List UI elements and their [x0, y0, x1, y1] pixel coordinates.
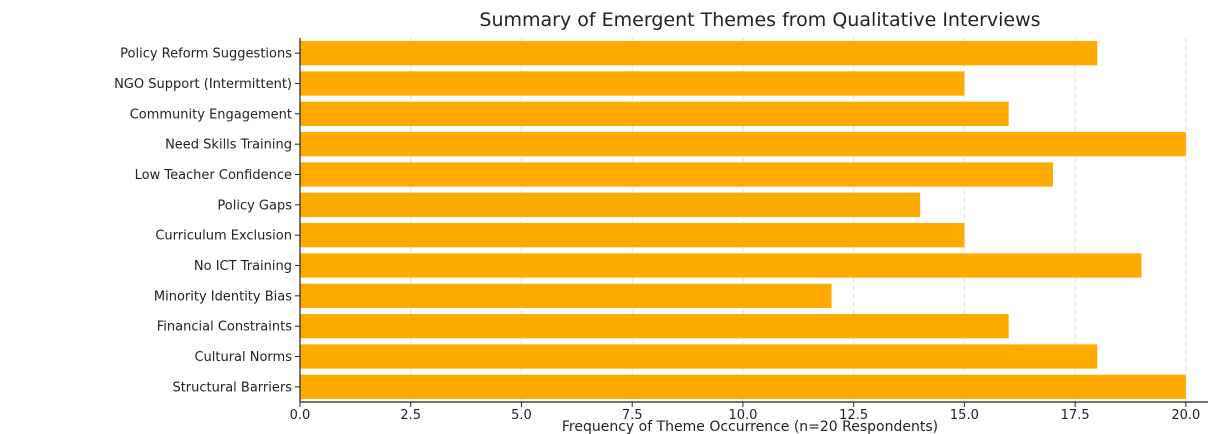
x-axis-ticks: 0.0 2.5 5.0 7.5 10.0 12.5 15.0 17.5 20.0 [290, 402, 1200, 423]
x-tick-label: 17.5 [1061, 408, 1090, 423]
x-tick-label: 0.0 [290, 408, 311, 423]
bar [300, 344, 1098, 369]
x-tick-label: 2.5 [400, 408, 421, 423]
x-tick-label: 12.5 [839, 408, 868, 423]
x-tick-label: 20.0 [1171, 408, 1200, 423]
bar [300, 41, 1098, 66]
bar [300, 283, 832, 308]
bars [300, 41, 1186, 399]
x-axis-title: Frequency of Theme Occurrence (n=20 Resp… [562, 419, 938, 434]
y-tick-label: Policy Reform Suggestions [120, 47, 292, 62]
y-tick-label: Need Skills Training [165, 138, 292, 153]
y-axis-labels: Policy Reform Suggestions NGO Support (In… [114, 47, 300, 395]
bar [300, 314, 1009, 339]
x-tick-label: 5.0 [511, 408, 532, 423]
y-tick-label: No ICT Training [194, 259, 292, 274]
bar [300, 132, 1186, 157]
bar [300, 101, 1009, 126]
x-tick-label: 15.0 [950, 408, 979, 423]
bar [300, 253, 1142, 278]
y-tick-label: Curriculum Exclusion [155, 229, 292, 244]
bar [300, 223, 965, 248]
bar [300, 374, 1186, 399]
y-tick-label: Minority Identity Bias [154, 289, 292, 304]
bar [300, 162, 1053, 187]
y-tick-label: Policy Gaps [217, 198, 292, 213]
y-tick-label: Low Teacher Confidence [135, 168, 292, 183]
x-tick-label: 10.0 [728, 408, 757, 423]
y-tick-label: Cultural Norms [194, 350, 292, 365]
bar [300, 71, 965, 96]
y-tick-label: Community Engagement [130, 107, 292, 122]
y-tick-label: Structural Barriers [172, 380, 292, 395]
x-tick-label: 7.5 [622, 408, 643, 423]
y-tick-label: Financial Constraints [157, 320, 292, 335]
y-tick-label: NGO Support (Intermittent) [114, 77, 292, 92]
chart-title: Summary of Emergent Themes from Qualitat… [479, 9, 1040, 31]
bar [300, 192, 921, 217]
